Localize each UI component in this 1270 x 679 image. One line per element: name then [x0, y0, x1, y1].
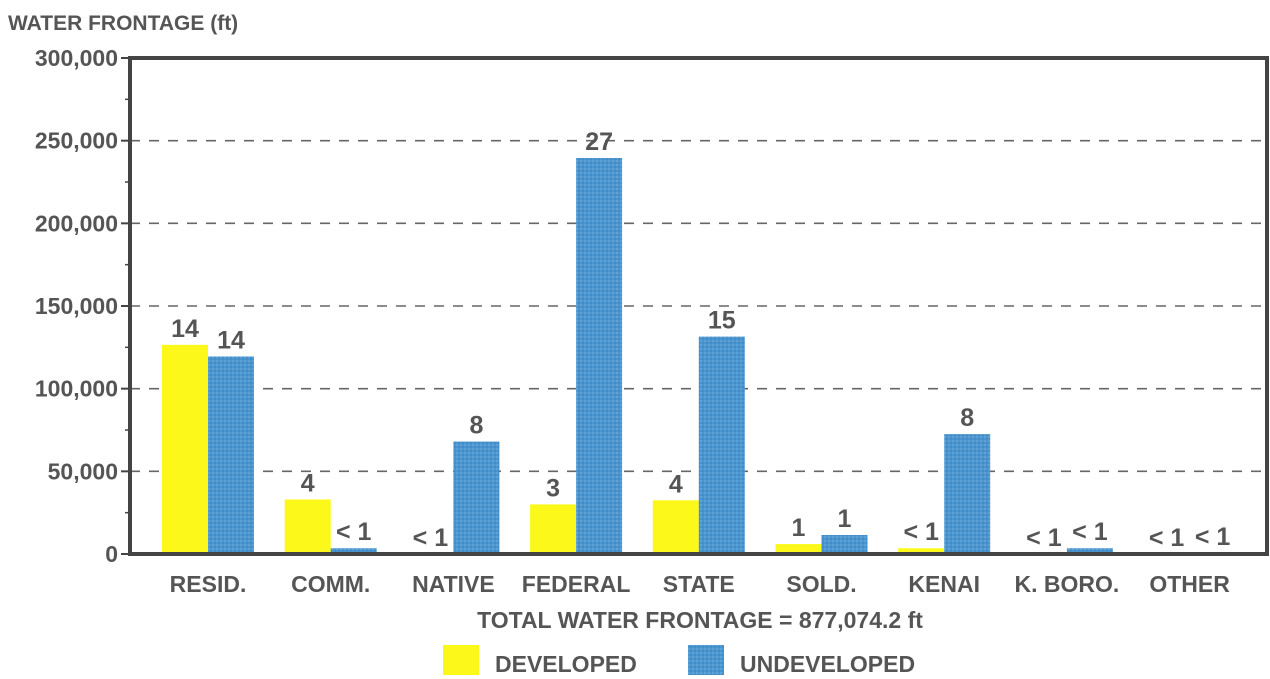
data-label-undeveloped: 8	[469, 412, 483, 440]
bar-undeveloped	[1066, 548, 1113, 554]
x-tick-label: KENAI	[908, 571, 980, 597]
x-axis-ticks: RESID. COMM. NATIVE FEDERAL STATE SOLD. KENAI K…	[170, 571, 1231, 597]
total-water-frontage: TOTAL WATER FRONTAGE = 877,074.2 ft	[477, 607, 923, 633]
legend-swatch-undeveloped	[688, 645, 724, 675]
plot-frame	[128, 56, 1269, 556]
y-tick-label: 250,000	[35, 128, 118, 154]
x-tick-label: FEDERAL	[522, 571, 631, 597]
data-label-developed: < 1	[903, 518, 939, 546]
x-tick-label: K. BORO.	[1015, 571, 1120, 597]
data-label-undeveloped: 15	[708, 307, 736, 335]
legend-swatch-developed	[443, 645, 479, 675]
bar-undeveloped	[576, 158, 623, 554]
data-label-undeveloped: 1	[838, 505, 852, 533]
data-label-developed: 14	[171, 315, 199, 343]
x-tick-label: NATIVE	[412, 571, 495, 597]
data-label-developed: 3	[546, 474, 560, 502]
data-label-undeveloped: < 1	[1195, 523, 1231, 551]
gridlines	[130, 139, 1267, 473]
x-tick-label: COMM.	[291, 571, 370, 597]
y-tick-label: 50,000	[48, 458, 118, 484]
bar-developed	[775, 544, 822, 554]
data-label-developed: 1	[792, 514, 806, 542]
data-label-undeveloped: 14	[217, 326, 245, 354]
bar-developed	[162, 344, 208, 554]
y-tick-label: 200,000	[35, 210, 118, 236]
data-label-undeveloped: < 1	[336, 518, 372, 546]
data-label-undeveloped: < 1	[1072, 518, 1108, 546]
bar-developed	[530, 504, 577, 554]
bar-undeveloped	[698, 336, 745, 554]
bar-undeveloped	[944, 434, 991, 554]
data-labels: 14 14 4 < 1 < 1 8 3 27 4 15 1 1 < 1 8 < 1 < 1 < 1 < 1	[171, 128, 1230, 552]
data-label-developed: 4	[669, 470, 683, 498]
bar-developed	[652, 500, 699, 554]
legend-label-undeveloped: UNDEVELOPED	[740, 651, 915, 677]
y-tick-label: 300,000	[35, 45, 118, 71]
data-label-developed: < 1	[1149, 524, 1185, 552]
bar-undeveloped	[208, 356, 254, 554]
y-tick-label: 100,000	[35, 376, 118, 402]
y-tick-label: 150,000	[35, 293, 118, 319]
data-label-undeveloped: 27	[585, 128, 613, 156]
bar-developed	[284, 499, 331, 554]
bar-undeveloped	[330, 548, 377, 554]
x-tick-label: RESID.	[170, 571, 247, 597]
legend-label-developed: DEVELOPED	[495, 651, 637, 677]
y-axis-title: WATER FRONTAGE (ft)	[8, 12, 238, 35]
data-label-developed: < 1	[413, 524, 449, 552]
legend: DEVELOPED UNDEVELOPED	[443, 645, 915, 677]
bar-undeveloped	[821, 534, 868, 554]
y-tick-label: 0	[105, 541, 118, 567]
data-label-undeveloped: 8	[960, 404, 974, 432]
data-label-developed: < 1	[1026, 524, 1062, 552]
data-label-developed: 4	[301, 469, 315, 497]
bars	[162, 158, 1236, 554]
x-tick-label: SOLD.	[786, 571, 856, 597]
bar-developed	[898, 548, 945, 554]
y-axis-ticks: 0 50,000 100,000 150,000 200,000 250,000 300,0…	[35, 45, 130, 567]
x-tick-label: OTHER	[1149, 571, 1230, 597]
bar-undeveloped	[453, 441, 500, 554]
x-tick-label: STATE	[663, 571, 735, 597]
